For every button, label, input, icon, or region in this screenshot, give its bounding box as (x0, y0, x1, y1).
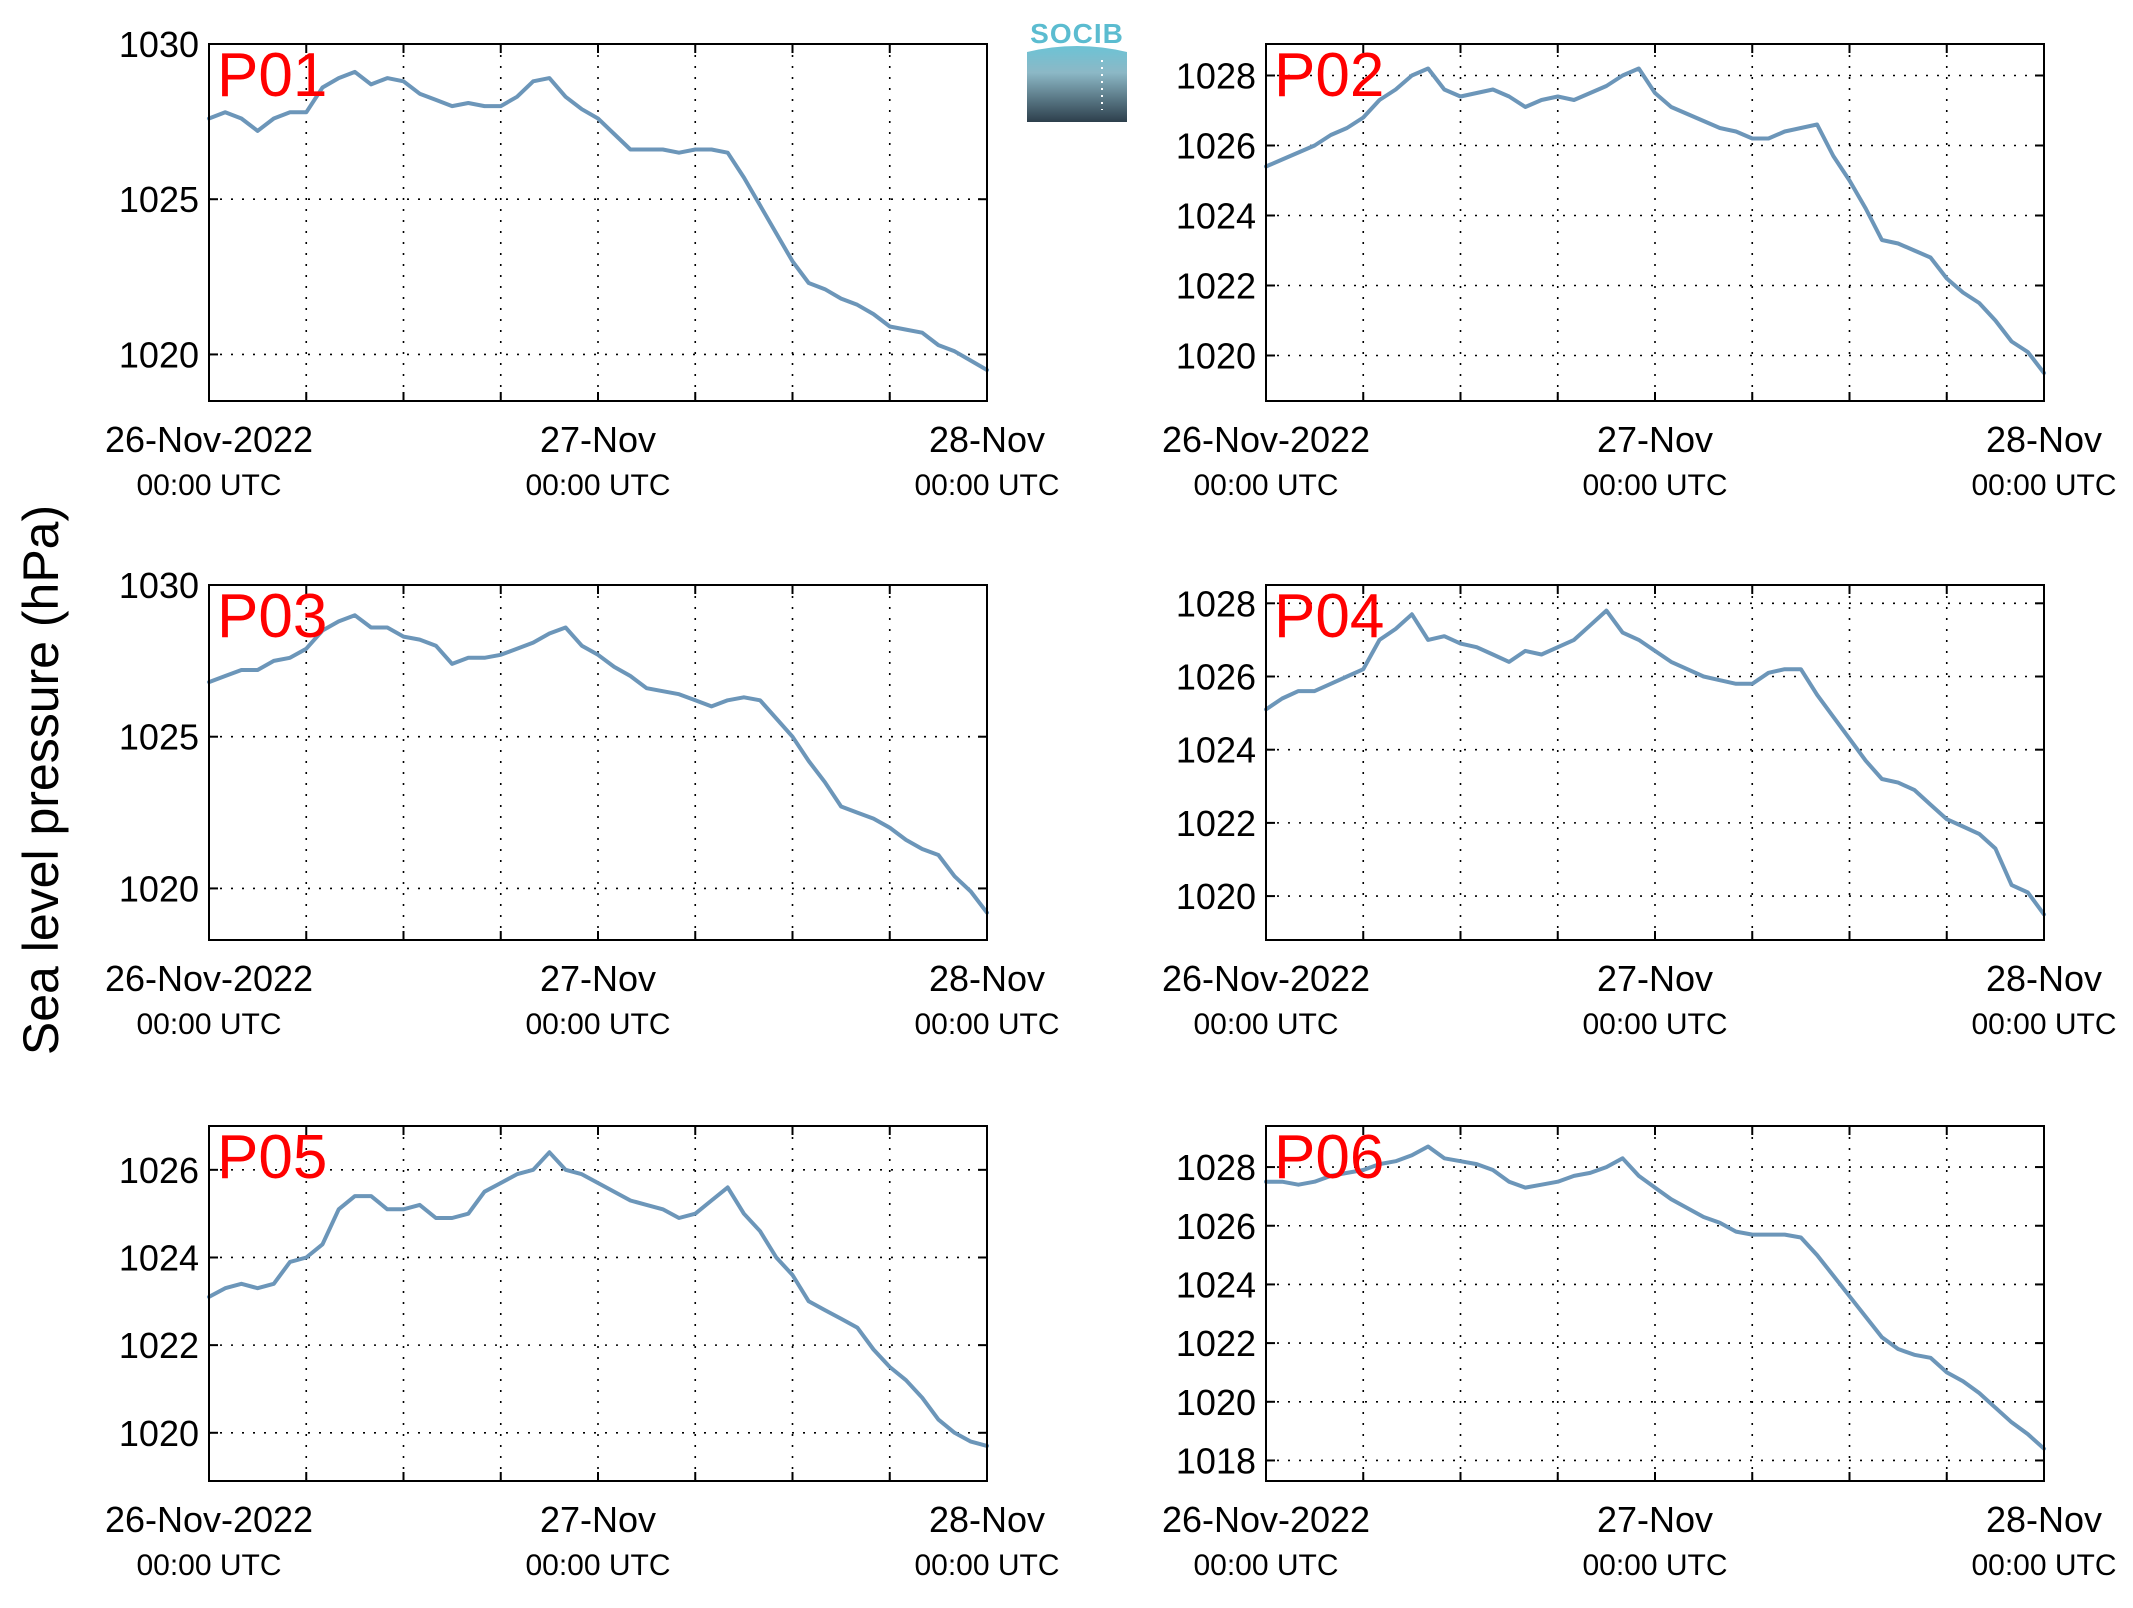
station-label: P04 (1274, 582, 1384, 651)
y-tick-label: 1026 (1176, 1206, 1256, 1247)
x-tick-label: 26-Nov-2022 (105, 1499, 313, 1540)
y-tick-label: 1028 (1176, 1147, 1256, 1188)
y-tick-label: 1025 (119, 717, 199, 758)
pressure-series-line (207, 1150, 989, 1448)
y-axis-label: Sea level pressure (hPa) (13, 505, 69, 1055)
station-label: P03 (217, 582, 327, 651)
x-tick-sublabel: 00:00 UTC (136, 1549, 281, 1582)
x-tick-sublabel: 00:00 UTC (136, 469, 281, 502)
x-tick-sublabel: 00:00 UTC (1582, 1549, 1727, 1582)
y-tick-label: 1024 (1176, 1264, 1256, 1305)
y-tick-label: 1020 (119, 1413, 199, 1454)
y-tick-label: 1020 (1176, 876, 1256, 917)
x-tick-label: 28-Nov (1986, 419, 2102, 460)
x-tick-sublabel: 00:00 UTC (914, 1549, 1059, 1582)
pressure-series-line (1264, 1144, 2046, 1451)
x-tick-sublabel: 00:00 UTC (136, 1008, 281, 1041)
x-tick-label: 28-Nov (929, 958, 1045, 999)
y-tick-label: 1024 (119, 1237, 199, 1278)
x-tick-label: 27-Nov (540, 958, 656, 999)
x-tick-label: 26-Nov-2022 (105, 958, 313, 999)
x-tick-sublabel: 00:00 UTC (1193, 469, 1338, 502)
x-tick-label: 27-Nov (1597, 1499, 1713, 1540)
y-tick-label: 1020 (1176, 1382, 1256, 1423)
y-tick-label: 1024 (1176, 730, 1256, 771)
x-tick-sublabel: 00:00 UTC (1971, 1008, 2116, 1041)
y-tick-label: 1018 (1176, 1440, 1256, 1481)
x-tick-sublabel: 00:00 UTC (1582, 469, 1727, 502)
y-tick-label: 1026 (1176, 656, 1256, 697)
y-tick-label: 1030 (119, 565, 199, 606)
y-tick-label: 1026 (1176, 126, 1256, 167)
panel-p04: 1020 1022 1024 1026 1028 26-Nov-2022 00:00 UTC… (1162, 582, 2117, 1041)
station-label: P02 (1274, 41, 1384, 110)
x-tick-sublabel: 00:00 UTC (525, 1008, 670, 1041)
x-tick-label: 28-Nov (929, 419, 1045, 460)
x-tick-label: 27-Nov (1597, 419, 1713, 460)
x-tick-sublabel: 00:00 UTC (1971, 469, 2116, 502)
x-tick-label: 26-Nov-2022 (1162, 419, 1370, 460)
x-tick-sublabel: 00:00 UTC (1971, 1549, 2116, 1582)
pressure-series-line (1264, 66, 2046, 375)
x-tick-sublabel: 00:00 UTC (1582, 1008, 1727, 1041)
panel-p02: 1020 1022 1024 1026 1028 26-Nov-2022 00:00 UTC… (1162, 41, 2117, 502)
x-tick-label: 26-Nov-2022 (105, 419, 313, 460)
x-tick-label: 27-Nov (540, 1499, 656, 1540)
pressure-series-line (1264, 608, 2046, 917)
x-tick-label: 28-Nov (1986, 1499, 2102, 1540)
x-tick-sublabel: 00:00 UTC (525, 1549, 670, 1582)
y-tick-label: 1028 (1176, 56, 1256, 97)
x-tick-label: 28-Nov (929, 1499, 1045, 1540)
socib-logo: SOCIB (1027, 18, 1127, 122)
x-tick-sublabel: 00:00 UTC (1193, 1549, 1338, 1582)
station-label: P05 (217, 1123, 327, 1192)
x-tick-label: 26-Nov-2022 (1162, 958, 1370, 999)
pressure-series-line (207, 69, 989, 372)
logo-text: SOCIB (1030, 18, 1124, 49)
y-tick-label: 1026 (119, 1150, 199, 1191)
y-tick-label: 1022 (119, 1325, 199, 1366)
y-tick-label: 1020 (119, 334, 199, 375)
logo-block (1027, 46, 1127, 122)
x-tick-label: 26-Nov-2022 (1162, 1499, 1370, 1540)
x-tick-label: 28-Nov (1986, 958, 2102, 999)
pressure-series-line (207, 613, 989, 915)
panel-p01: 1020 1025 1030 26-Nov-2022 00:00 UTC 27-Nov 00… (105, 24, 1060, 502)
station-label: P06 (1274, 1123, 1384, 1192)
panel-p05: 1020 1022 1024 1026 26-Nov-2022 00:00 UTC 27-N… (105, 1123, 1060, 1582)
station-label: P01 (217, 41, 327, 110)
x-tick-sublabel: 00:00 UTC (525, 469, 670, 502)
x-tick-sublabel: 00:00 UTC (914, 469, 1059, 502)
y-tick-label: 1022 (1176, 1323, 1256, 1364)
panel-p03: 1020 1025 1030 26-Nov-2022 00:00 UTC 27-Nov 00… (105, 565, 1060, 1041)
y-tick-label: 1022 (1176, 266, 1256, 307)
y-tick-label: 1022 (1176, 803, 1256, 844)
y-tick-label: 1030 (119, 24, 199, 65)
x-tick-label: 27-Nov (540, 419, 656, 460)
y-tick-label: 1024 (1176, 196, 1256, 237)
y-tick-label: 1025 (119, 179, 199, 220)
x-tick-sublabel: 00:00 UTC (1193, 1008, 1338, 1041)
x-tick-sublabel: 00:00 UTC (914, 1008, 1059, 1041)
panel-p06: 1018 1020 1022 1024 1026 1028 26-Nov-2022 00:00… (1162, 1123, 2117, 1582)
y-tick-label: 1020 (1176, 336, 1256, 377)
y-tick-label: 1020 (119, 868, 199, 909)
y-tick-label: 1028 (1176, 583, 1256, 624)
x-tick-label: 27-Nov (1597, 958, 1713, 999)
